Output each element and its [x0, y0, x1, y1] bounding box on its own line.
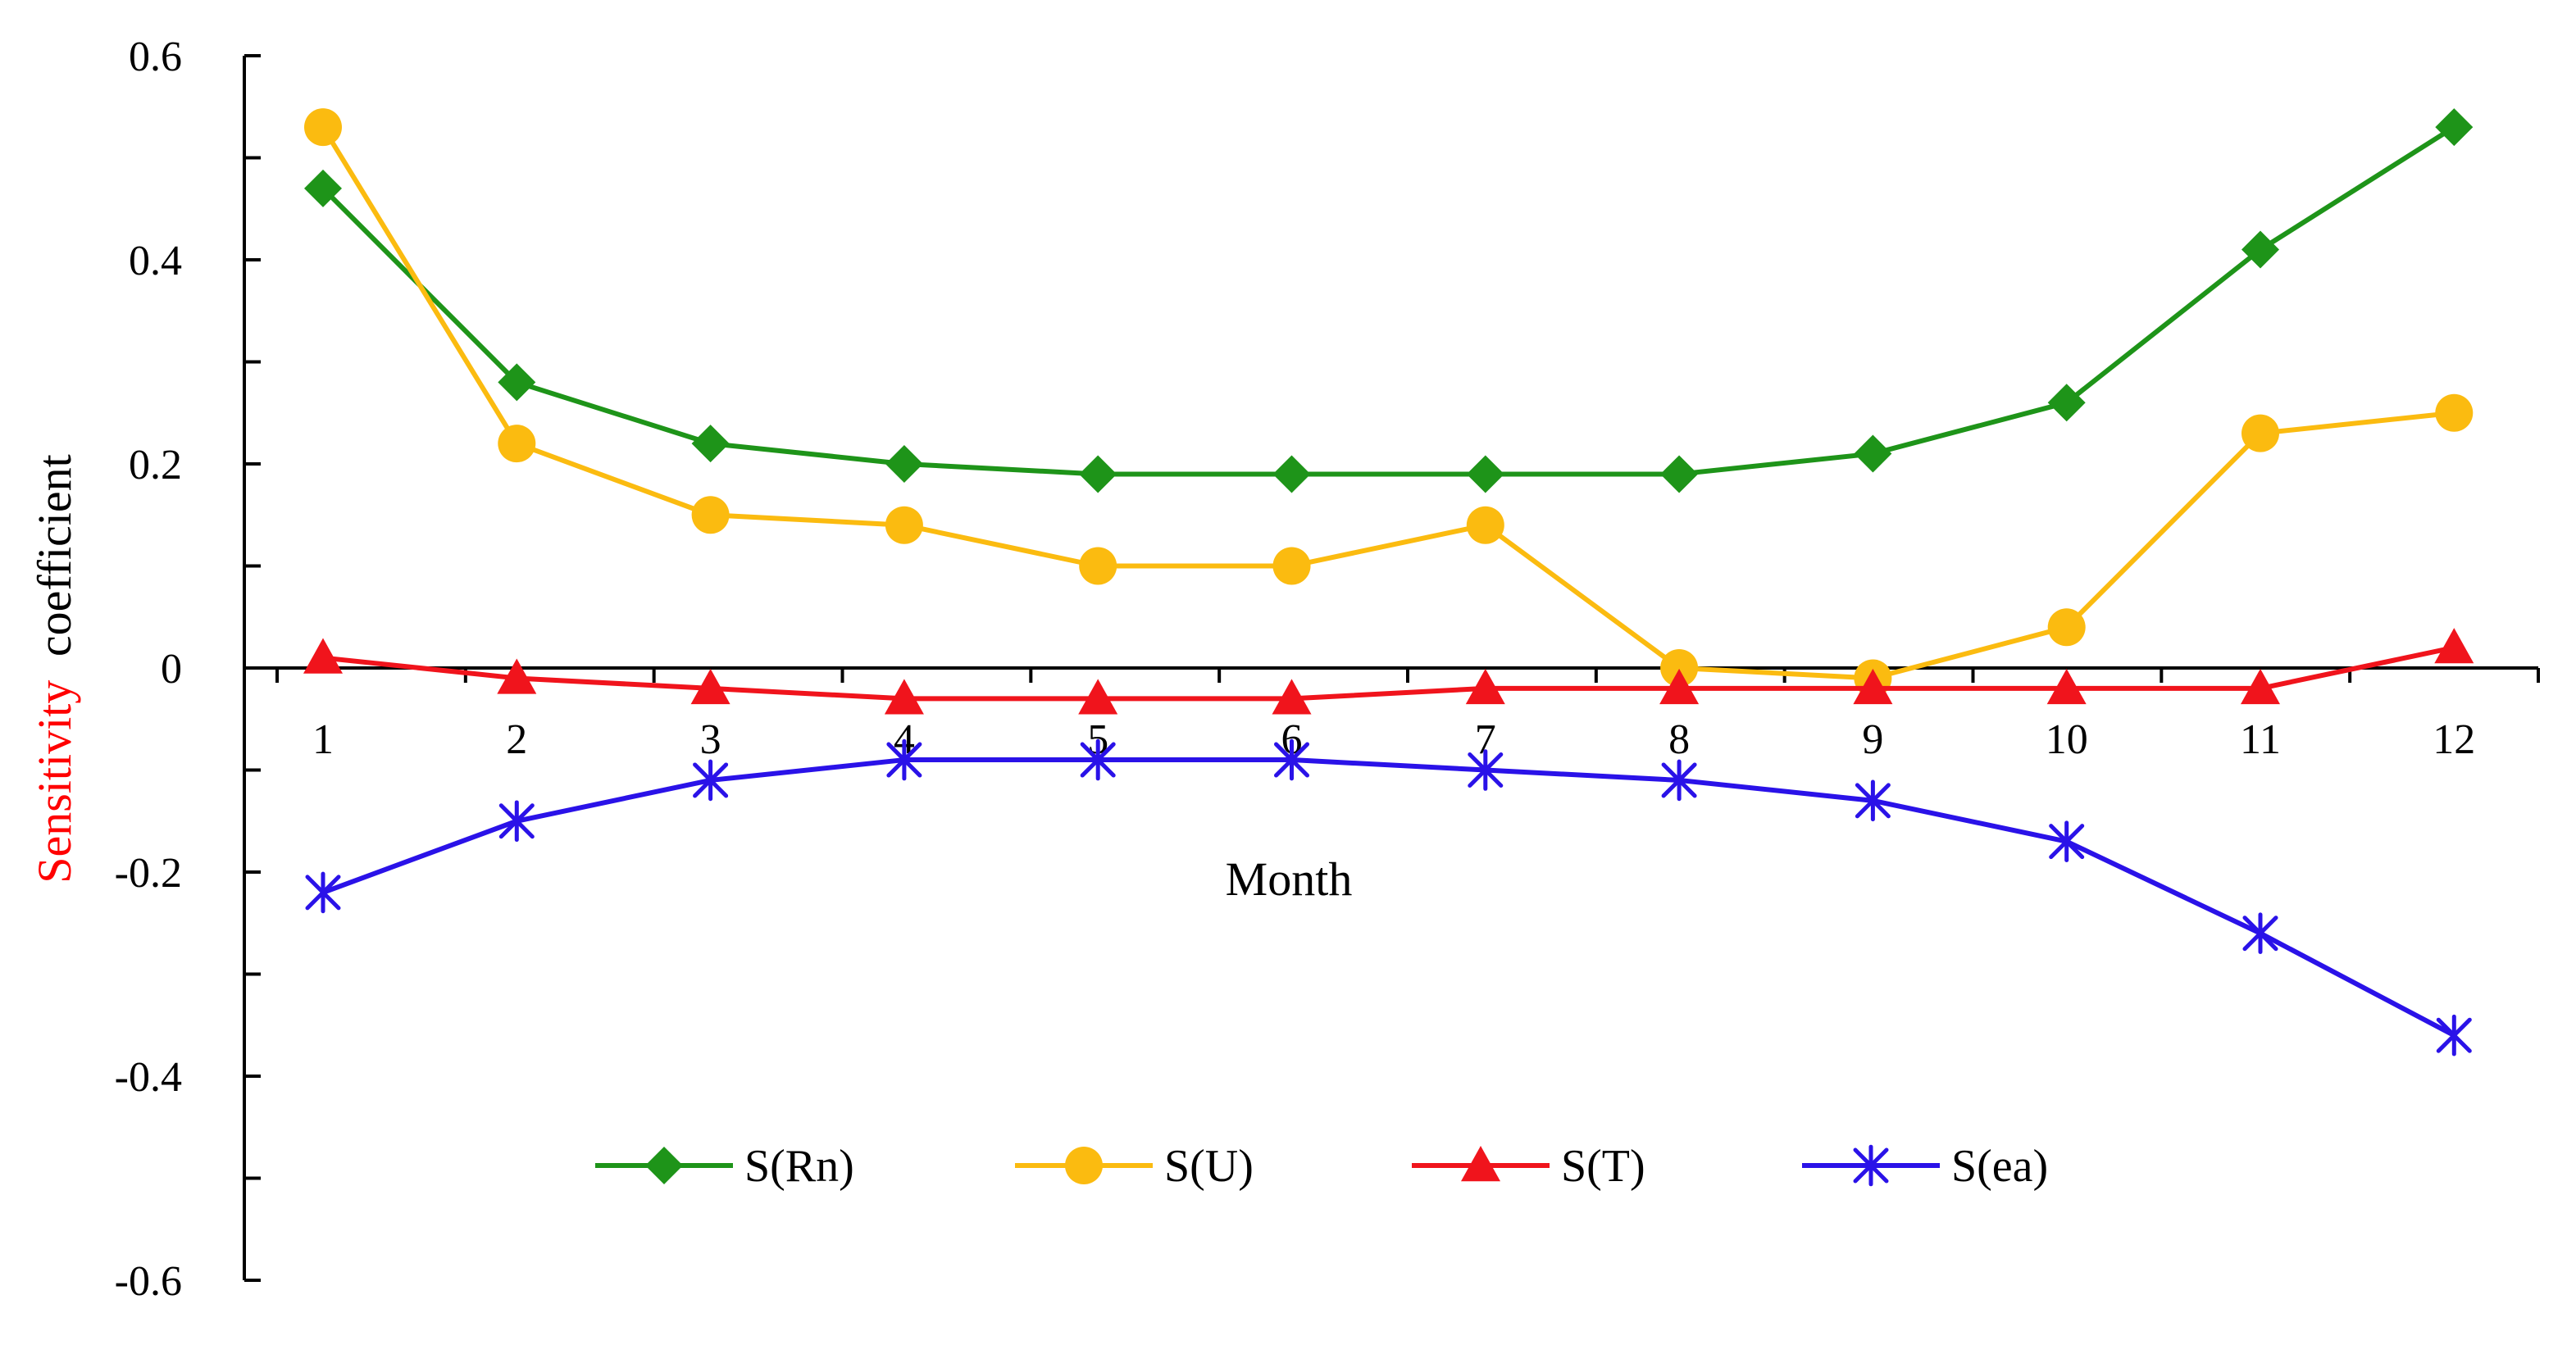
- data-point: [884, 679, 924, 715]
- data-point: [303, 638, 343, 674]
- data-point: [2435, 108, 2474, 147]
- y-tick-label: -0.2: [115, 850, 182, 897]
- data-point: [304, 108, 342, 147]
- y-tick-label: 0.4: [129, 238, 182, 284]
- legend-marker: [645, 1147, 683, 1184]
- data-point: [2241, 230, 2279, 269]
- data-point: [2047, 384, 2086, 422]
- data-point: [1660, 455, 1699, 493]
- x-tick-label: 10: [2046, 716, 2088, 763]
- legend-label: S(T): [1561, 1141, 1645, 1192]
- data-point: [1080, 738, 1116, 781]
- data-point: [2241, 414, 2279, 452]
- data-point: [1466, 455, 1504, 493]
- x-axis-title: Month: [1226, 852, 1353, 906]
- data-point: [1855, 779, 1891, 822]
- series-line: [322, 645, 2455, 702]
- y-tick-label: 0.6: [129, 34, 182, 80]
- x-tick-label: 9: [1862, 716, 1883, 763]
- data-point: [693, 759, 729, 802]
- data-point: [1468, 749, 1504, 791]
- legend-item: S(Rn): [595, 1141, 854, 1192]
- data-point: [1465, 668, 1505, 705]
- legend-marker: [1461, 1146, 1500, 1182]
- data-point: [498, 800, 535, 843]
- legend-label: S(U): [1164, 1141, 1254, 1192]
- legend-item: S(U): [1015, 1141, 1254, 1192]
- data-point: [1853, 668, 1893, 705]
- data-point: [2049, 820, 2085, 862]
- data-point: [2046, 668, 2087, 705]
- data-point: [885, 445, 923, 483]
- legend-label: S(ea): [1951, 1141, 2048, 1192]
- x-tick-label: 11: [2240, 716, 2281, 763]
- data-point: [2436, 1014, 2472, 1056]
- series-1: [304, 108, 2474, 493]
- y-tick-label: 0: [161, 646, 182, 693]
- data-point: [691, 425, 730, 463]
- y-tick-label: 0.2: [129, 442, 182, 488]
- data-point: [1274, 738, 1309, 781]
- data-point: [1660, 649, 1699, 687]
- series-line: [321, 125, 2455, 681]
- x-tick-label: 12: [2433, 716, 2475, 763]
- series-4: [305, 738, 2472, 1056]
- data-point: [886, 738, 922, 781]
- data-point: [1661, 759, 1697, 802]
- legend-marker: [1853, 1144, 1889, 1187]
- data-point: [2241, 668, 2280, 705]
- series-line: [321, 125, 2455, 477]
- y-tick-label: -0.6: [115, 1258, 182, 1305]
- legend-item: S(T): [1412, 1141, 1645, 1192]
- series-3: [303, 628, 2474, 715]
- series-2: [304, 108, 2474, 697]
- legend-marker: [1065, 1147, 1103, 1184]
- data-point: [1854, 434, 1892, 473]
- data-point: [1078, 679, 1118, 715]
- data-point: [305, 871, 341, 914]
- data-point: [1272, 679, 1312, 715]
- y-axis-title-highlight: Sensitivity: [28, 680, 81, 884]
- x-tick-label: 1: [312, 716, 334, 763]
- data-point: [1272, 455, 1311, 493]
- data-point: [691, 496, 730, 534]
- series-line: [321, 757, 2455, 1038]
- data-point: [1272, 547, 1311, 585]
- data-point: [2435, 393, 2474, 432]
- data-point: [2242, 912, 2278, 954]
- y-axis-title-rest: coefficient: [28, 454, 81, 657]
- data-point: [498, 363, 536, 402]
- y-tick-label: -0.4: [115, 1054, 182, 1101]
- y-axis-title: Sensitivity coefficient: [28, 454, 81, 884]
- y-axis: 0.6 0.4 0.2 0 -0.2 -0.4 -0.6: [115, 34, 261, 1305]
- data-point: [1659, 668, 1700, 705]
- data-point: [1079, 547, 1117, 585]
- x-tick-label: 8: [1668, 716, 1690, 763]
- data-point: [498, 425, 536, 463]
- x-tick-label: 2: [506, 716, 527, 763]
- legend-label: S(Rn): [744, 1141, 854, 1192]
- data-point: [885, 506, 923, 544]
- x-tick-label: 3: [700, 716, 721, 763]
- data-point: [690, 668, 730, 705]
- data-point: [1466, 506, 1504, 544]
- data-point: [2047, 608, 2086, 647]
- legend-item: S(ea): [1802, 1141, 2048, 1192]
- series-layer: [303, 108, 2474, 1056]
- data-point: [497, 658, 537, 694]
- legend: S(Rn) S(U) S(T) S(ea): [595, 1141, 2048, 1192]
- data-point: [1079, 455, 1117, 493]
- data-point: [2434, 628, 2474, 664]
- data-point: [304, 169, 342, 207]
